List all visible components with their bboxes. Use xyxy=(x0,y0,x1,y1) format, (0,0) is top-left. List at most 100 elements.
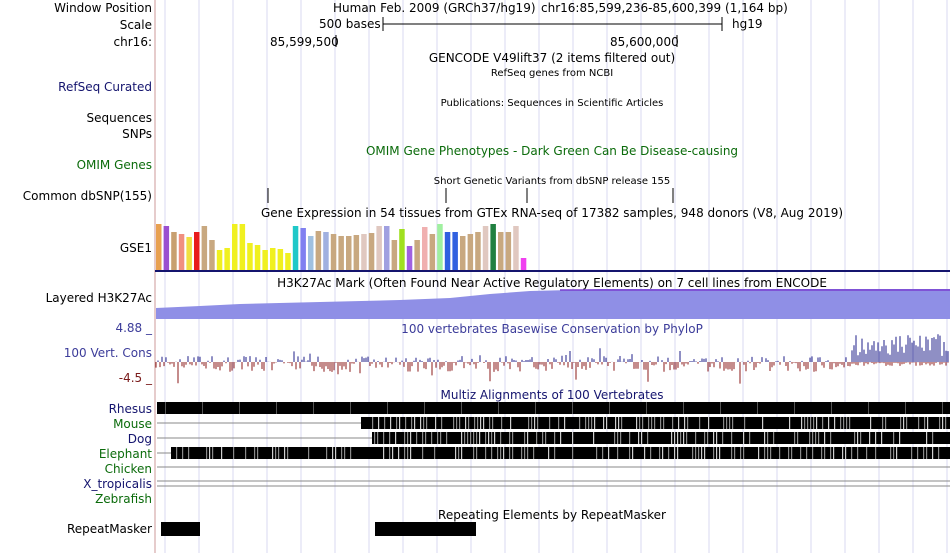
gtex-tissue-bar[interactable] xyxy=(171,232,177,270)
gtex-tissue-bar[interactable] xyxy=(346,236,352,270)
gtex-tissue-bar[interactable] xyxy=(262,250,268,270)
gtex-tissue-bar[interactable] xyxy=(338,236,344,270)
alignment-mismatch xyxy=(743,432,745,444)
gtex-tissue-bar[interactable] xyxy=(163,226,170,270)
gtex-tissue-bar[interactable] xyxy=(216,250,223,270)
h3k27ac-track-title[interactable]: H3K27Ac Mark (Often Found Near Active Re… xyxy=(277,276,827,290)
gtex-tissue-bar[interactable] xyxy=(452,232,458,270)
gtex-tissue-bar[interactable] xyxy=(482,226,489,270)
gtex-tissue-bar[interactable] xyxy=(247,243,253,270)
multiz-alignment-blocks[interactable] xyxy=(157,402,950,487)
gtex-tissue-bar[interactable] xyxy=(292,226,299,270)
conservation-track-label[interactable]: 100 Vert. Cons xyxy=(63,346,152,360)
gtex-tissue-bar[interactable] xyxy=(391,240,398,270)
species-elephant[interactable]: Elephant xyxy=(98,447,152,461)
alignment-block[interactable] xyxy=(171,447,950,459)
dbsnp-track-title[interactable]: Short Genetic Variants from dbSNP releas… xyxy=(433,176,671,187)
gtex-tissue-bar[interactable] xyxy=(254,245,261,270)
repeatmasker-track-label[interactable]: RepeatMasker xyxy=(66,522,152,536)
gtex-tissue-bar[interactable] xyxy=(270,248,276,270)
gtex-tissue-bar[interactable] xyxy=(156,224,162,270)
gtex-tissue-bar[interactable] xyxy=(323,232,329,270)
multiz-track-title[interactable]: Multiz Alignments of 100 Vertebrates xyxy=(440,388,664,402)
alignment-block[interactable] xyxy=(157,402,950,414)
omim-track-title[interactable]: OMIM Gene Phenotypes - Dark Green Can Be… xyxy=(365,144,739,158)
gtex-tissue-bar[interactable] xyxy=(353,235,360,270)
position-readout[interactable]: chr16:85,599,236-85,600,399 (1,164 bp) xyxy=(541,1,788,15)
gtex-tissue-bar[interactable] xyxy=(277,249,284,270)
gtex-bar-group[interactable] xyxy=(156,224,527,270)
alignment-mismatch xyxy=(560,432,562,444)
alignment-mismatch xyxy=(437,432,439,444)
alignment-mismatch xyxy=(387,402,388,414)
gtex-tissue-bar[interactable] xyxy=(368,233,375,270)
gtex-tissue-bar[interactable] xyxy=(520,258,527,270)
alignment-mismatch xyxy=(846,417,848,429)
gtex-track-title[interactable]: Gene Expression in 54 tissues from GTEx … xyxy=(260,206,844,220)
gtex-tissue-bar[interactable] xyxy=(239,224,246,270)
species-x-tropicalis[interactable]: X_tropicalis xyxy=(83,477,152,491)
gtex-tissue-bar[interactable] xyxy=(475,232,481,270)
dbsnp-track-label[interactable]: Common dbSNP(155) xyxy=(22,189,152,203)
repeat-element-1[interactable] xyxy=(161,522,200,536)
alignment-mismatch xyxy=(840,417,842,429)
snps-track-label[interactable]: SNPs xyxy=(122,127,152,141)
gtex-tissue-bar[interactable] xyxy=(285,253,291,270)
gtex-tissue-bar[interactable] xyxy=(361,234,367,270)
gtex-tissue-bar[interactable] xyxy=(308,236,314,270)
gtex-tissue-bar[interactable] xyxy=(209,240,215,270)
species-dog[interactable]: Dog xyxy=(127,432,152,446)
alignment-mismatch xyxy=(945,417,947,429)
repeatmasker-track-title[interactable]: Repeating Elements by RepeatMasker xyxy=(438,508,666,522)
gtex-tissue-bar[interactable] xyxy=(194,232,200,270)
repeat-element-2[interactable] xyxy=(375,522,476,536)
alignment-block[interactable] xyxy=(361,417,950,429)
dbsnp-variants[interactable] xyxy=(267,188,674,203)
gtex-tissue-bar[interactable] xyxy=(384,226,390,270)
gtex-tissue-bar[interactable] xyxy=(505,232,512,270)
gtex-tissue-bar[interactable] xyxy=(460,236,466,270)
omim-track-label[interactable]: OMIM Genes xyxy=(76,158,152,172)
h3k27ac-track-label[interactable]: Layered H3K27Ac xyxy=(45,291,152,305)
species-zebrafish[interactable]: Zebrafish xyxy=(95,492,152,506)
gtex-tissue-bar[interactable] xyxy=(437,224,443,270)
species-chicken[interactable]: Chicken xyxy=(104,462,152,476)
gtex-tissue-bar[interactable] xyxy=(490,224,496,270)
conservation-signal[interactable] xyxy=(155,334,949,384)
gtex-tissue-bar[interactable] xyxy=(429,234,436,270)
gtex-tissue-bar[interactable] xyxy=(186,237,192,270)
gtex-tissue-bar[interactable] xyxy=(444,232,451,270)
gtex-tissue-bar[interactable] xyxy=(330,234,337,270)
gtex-tissue-bar[interactable] xyxy=(498,232,504,270)
gtex-tissue-bar[interactable] xyxy=(178,234,185,270)
h3k27ac-signal[interactable] xyxy=(156,289,950,319)
coord-tick-1: 85,599,500 xyxy=(270,35,339,49)
refseq-track-title[interactable]: RefSeq genes from NCBI xyxy=(490,68,614,79)
gtex-tissue-bar[interactable] xyxy=(406,246,413,270)
gtex-tissue-bar[interactable] xyxy=(399,229,405,270)
gencode-track-title[interactable]: GENCODE V49lift37 (2 items filtered out) xyxy=(428,51,676,65)
species-rhesus[interactable]: Rhesus xyxy=(108,402,152,416)
alignment-mismatch xyxy=(851,447,853,459)
alignment-mismatch xyxy=(549,417,551,429)
gtex-tissue-bar[interactable] xyxy=(376,226,382,270)
conservation-track-title[interactable]: 100 vertebrates Basewise Conservation by… xyxy=(401,322,703,336)
sequences-track-label[interactable]: Sequences xyxy=(86,111,152,125)
gtex-tissue-bar[interactable] xyxy=(201,226,208,270)
alignment-mismatch xyxy=(821,447,823,459)
alignment-block[interactable] xyxy=(372,432,950,444)
gtex-tissue-bar[interactable] xyxy=(315,231,322,270)
alignment-mismatch xyxy=(794,432,796,444)
gtex-tissue-bar[interactable] xyxy=(300,228,306,270)
gtex-tissue-bar[interactable] xyxy=(422,227,428,270)
gtex-tissue-bar[interactable] xyxy=(232,224,238,270)
gtex-tissue-bar[interactable] xyxy=(467,234,474,270)
gtex-tissue-bar[interactable] xyxy=(224,248,230,270)
gtex-track-label[interactable]: GSE1 xyxy=(119,241,152,255)
species-mouse[interactable]: Mouse xyxy=(113,417,152,431)
gtex-tissue-bar[interactable] xyxy=(513,226,519,270)
gtex-tissue-bar[interactable] xyxy=(414,240,420,270)
publications-track-title[interactable]: Publications: Sequences in Scientific Ar… xyxy=(440,98,664,109)
refseq-track-label[interactable]: RefSeq Curated xyxy=(58,80,152,94)
